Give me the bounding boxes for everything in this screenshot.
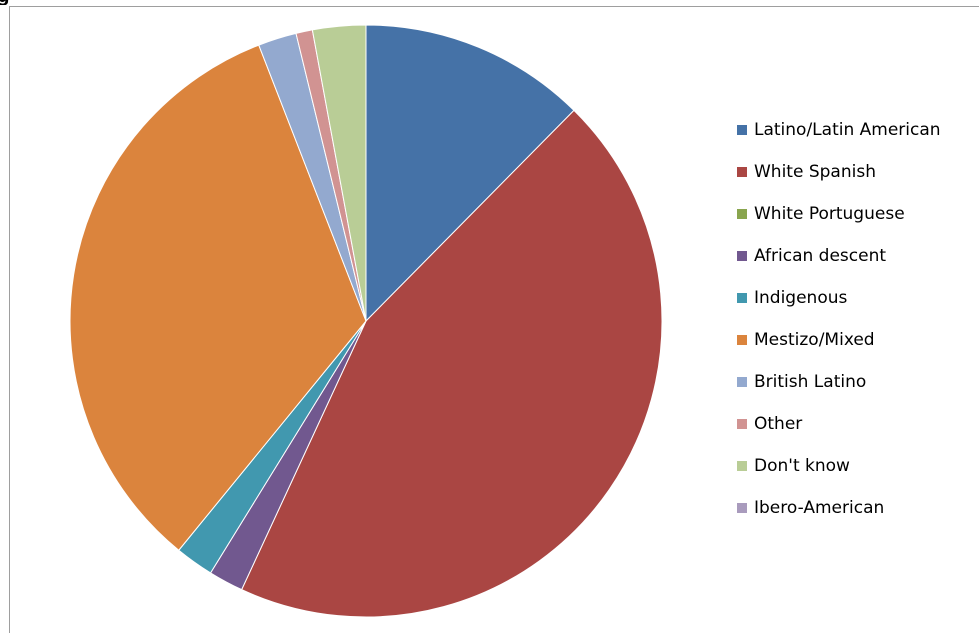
legend-swatch	[737, 335, 747, 345]
pie-slice-mestizo-mixed	[69, 44, 367, 551]
legend-label: British Latino	[754, 372, 867, 392]
legend-item-indigenous: Indigenous	[737, 287, 979, 329]
chart-area	[9, 6, 979, 633]
legend-label: Mestizo/Mixed	[754, 330, 875, 350]
legend: Latino/Latin American White Spanish White …	[737, 119, 979, 539]
legend-label: White Spanish	[754, 162, 876, 182]
legend-swatch	[737, 377, 747, 387]
legend-swatch	[737, 293, 747, 303]
pie-slice-white-spanish	[240, 109, 663, 618]
legend-swatch	[737, 167, 747, 177]
pie-slice-don-t-know	[311, 24, 367, 322]
legend-swatch	[737, 461, 747, 471]
legend-label: Indigenous	[754, 288, 848, 308]
legend-item-don-t-know: Don't know	[737, 455, 979, 497]
legend-item-african-descent: African descent	[737, 245, 979, 287]
pie-slice-latino-latin-american	[365, 24, 575, 323]
chart-caption: g	[0, 0, 9, 5]
legend-swatch	[737, 209, 747, 219]
legend-label: Ibero-American	[754, 498, 885, 518]
legend-item-white-portuguese: White Portuguese	[737, 203, 979, 245]
legend-label: Don't know	[754, 456, 850, 476]
legend-item-mestizo-mixed: Mestizo/Mixed	[737, 329, 979, 371]
legend-swatch	[737, 251, 747, 261]
legend-item-ibero-american: Ibero-American	[737, 497, 979, 539]
legend-label: Latino/Latin American	[754, 120, 941, 140]
legend-swatch	[737, 503, 747, 513]
legend-item-other: Other	[737, 413, 979, 455]
legend-label: White Portuguese	[754, 204, 905, 224]
legend-item-british-latino: British Latino	[737, 371, 979, 413]
legend-label: African descent	[754, 246, 887, 266]
legend-item-white-spanish: White Spanish	[737, 161, 979, 203]
legend-item-latino-latin-american: Latino/Latin American	[737, 119, 979, 161]
legend-label: Other	[754, 414, 803, 434]
legend-swatch	[737, 419, 747, 429]
legend-swatch	[737, 125, 747, 135]
